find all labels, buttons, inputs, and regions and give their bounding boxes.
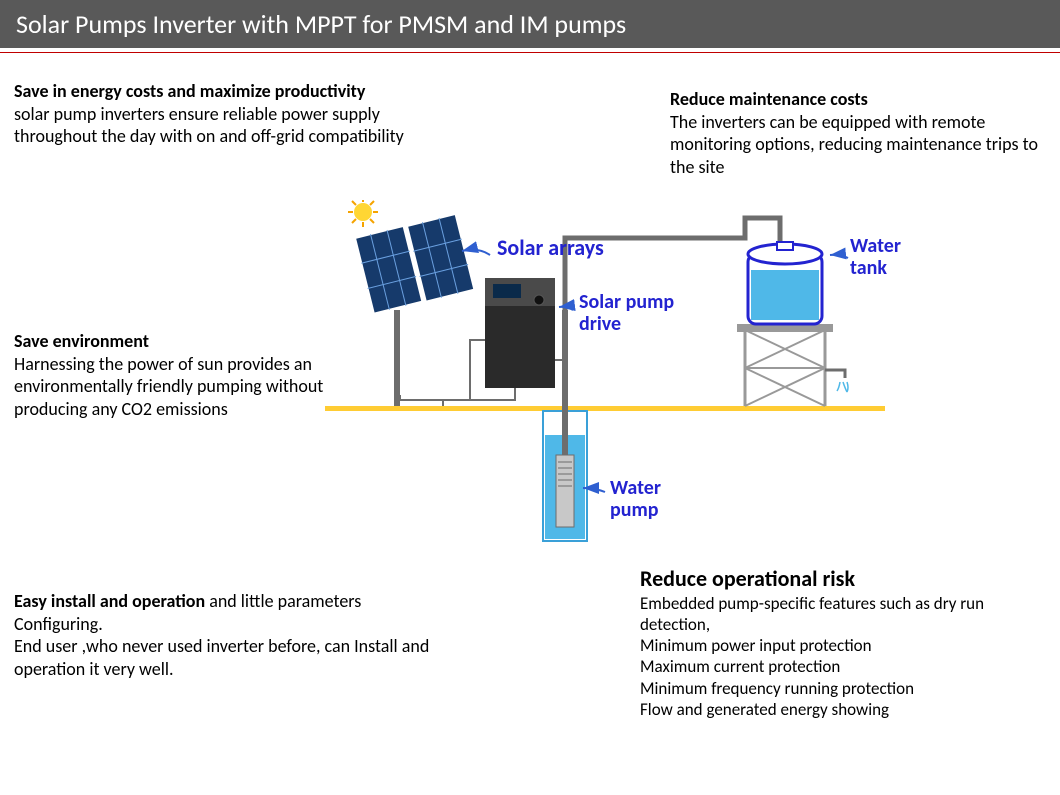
label-water-pump-1: Water (610, 476, 661, 500)
block-save-energy: Save in energy costs and maximize produc… (14, 80, 444, 148)
inverter-box (485, 278, 555, 388)
cable-panel-to-inverter (400, 340, 485, 400)
submersible-pump (556, 455, 574, 527)
panel-pole (394, 310, 400, 406)
sun-icon (348, 200, 378, 227)
block-reduce-maintenance: Reduce maintenance costs The inverters c… (670, 88, 1050, 178)
label-solar-arrays: Solar arrays (497, 234, 604, 261)
label-water-tank-1: Water (850, 234, 901, 258)
faucet-icon (825, 370, 848, 392)
page-title: Solar Pumps Inverter with MPPT for PMSM … (0, 0, 1060, 48)
block-save-environment: Save environment Harnessing the power of… (14, 330, 354, 420)
heading-save-environment: Save environment (14, 330, 354, 353)
body-save-energy: solar pump inverters ensure reliable pow… (14, 103, 444, 148)
block-easy-install: Easy install and operation and little pa… (14, 590, 444, 680)
heading-reduce-maintenance: Reduce maintenance costs (670, 88, 1050, 111)
inverter-mount (443, 388, 515, 406)
title-text: Solar Pumps Inverter with MPPT for PMSM … (16, 8, 626, 40)
water-tank (748, 242, 822, 324)
risk-line-1: Embedded pump-specific features such as … (640, 593, 1040, 636)
risk-line-4: Minimum frequency running protection (640, 678, 1040, 699)
system-diagram: Solar arrays Solar pump drive Water tank… (325, 200, 885, 570)
heading-save-energy: Save in energy costs and maximize produc… (14, 80, 444, 103)
body-save-environment: Harnessing the power of sun provides an … (14, 353, 354, 421)
body-reduce-maintenance: The inverters can be equipped with remot… (670, 111, 1050, 179)
arrow-tank (830, 255, 848, 258)
title-divider (0, 52, 1060, 53)
label-solar-pump-drive-2: drive (579, 312, 621, 336)
diagram-svg (325, 200, 885, 570)
body-easy-install-2: End user ,who never used inverter before… (14, 635, 444, 680)
label-water-tank-2: tank (850, 256, 887, 280)
risk-line-5: Flow and generated energy showing (640, 699, 1040, 720)
risk-line-3: Maximum current protection (640, 656, 1040, 677)
riser-pipe (562, 310, 568, 455)
lead-easy-install: Easy install and operation (14, 590, 205, 612)
label-solar-pump-drive-1: Solar pump (579, 290, 674, 314)
label-water-pump-2: pump (610, 498, 658, 522)
ground-line (325, 406, 885, 411)
water-tank-stand (737, 324, 833, 406)
block-reduce-risk: Reduce operational risk Embedded pump-sp… (640, 565, 1040, 720)
body-easy-install: Easy install and operation and little pa… (14, 590, 444, 635)
risk-line-2: Minimum power input protection (640, 635, 1040, 656)
